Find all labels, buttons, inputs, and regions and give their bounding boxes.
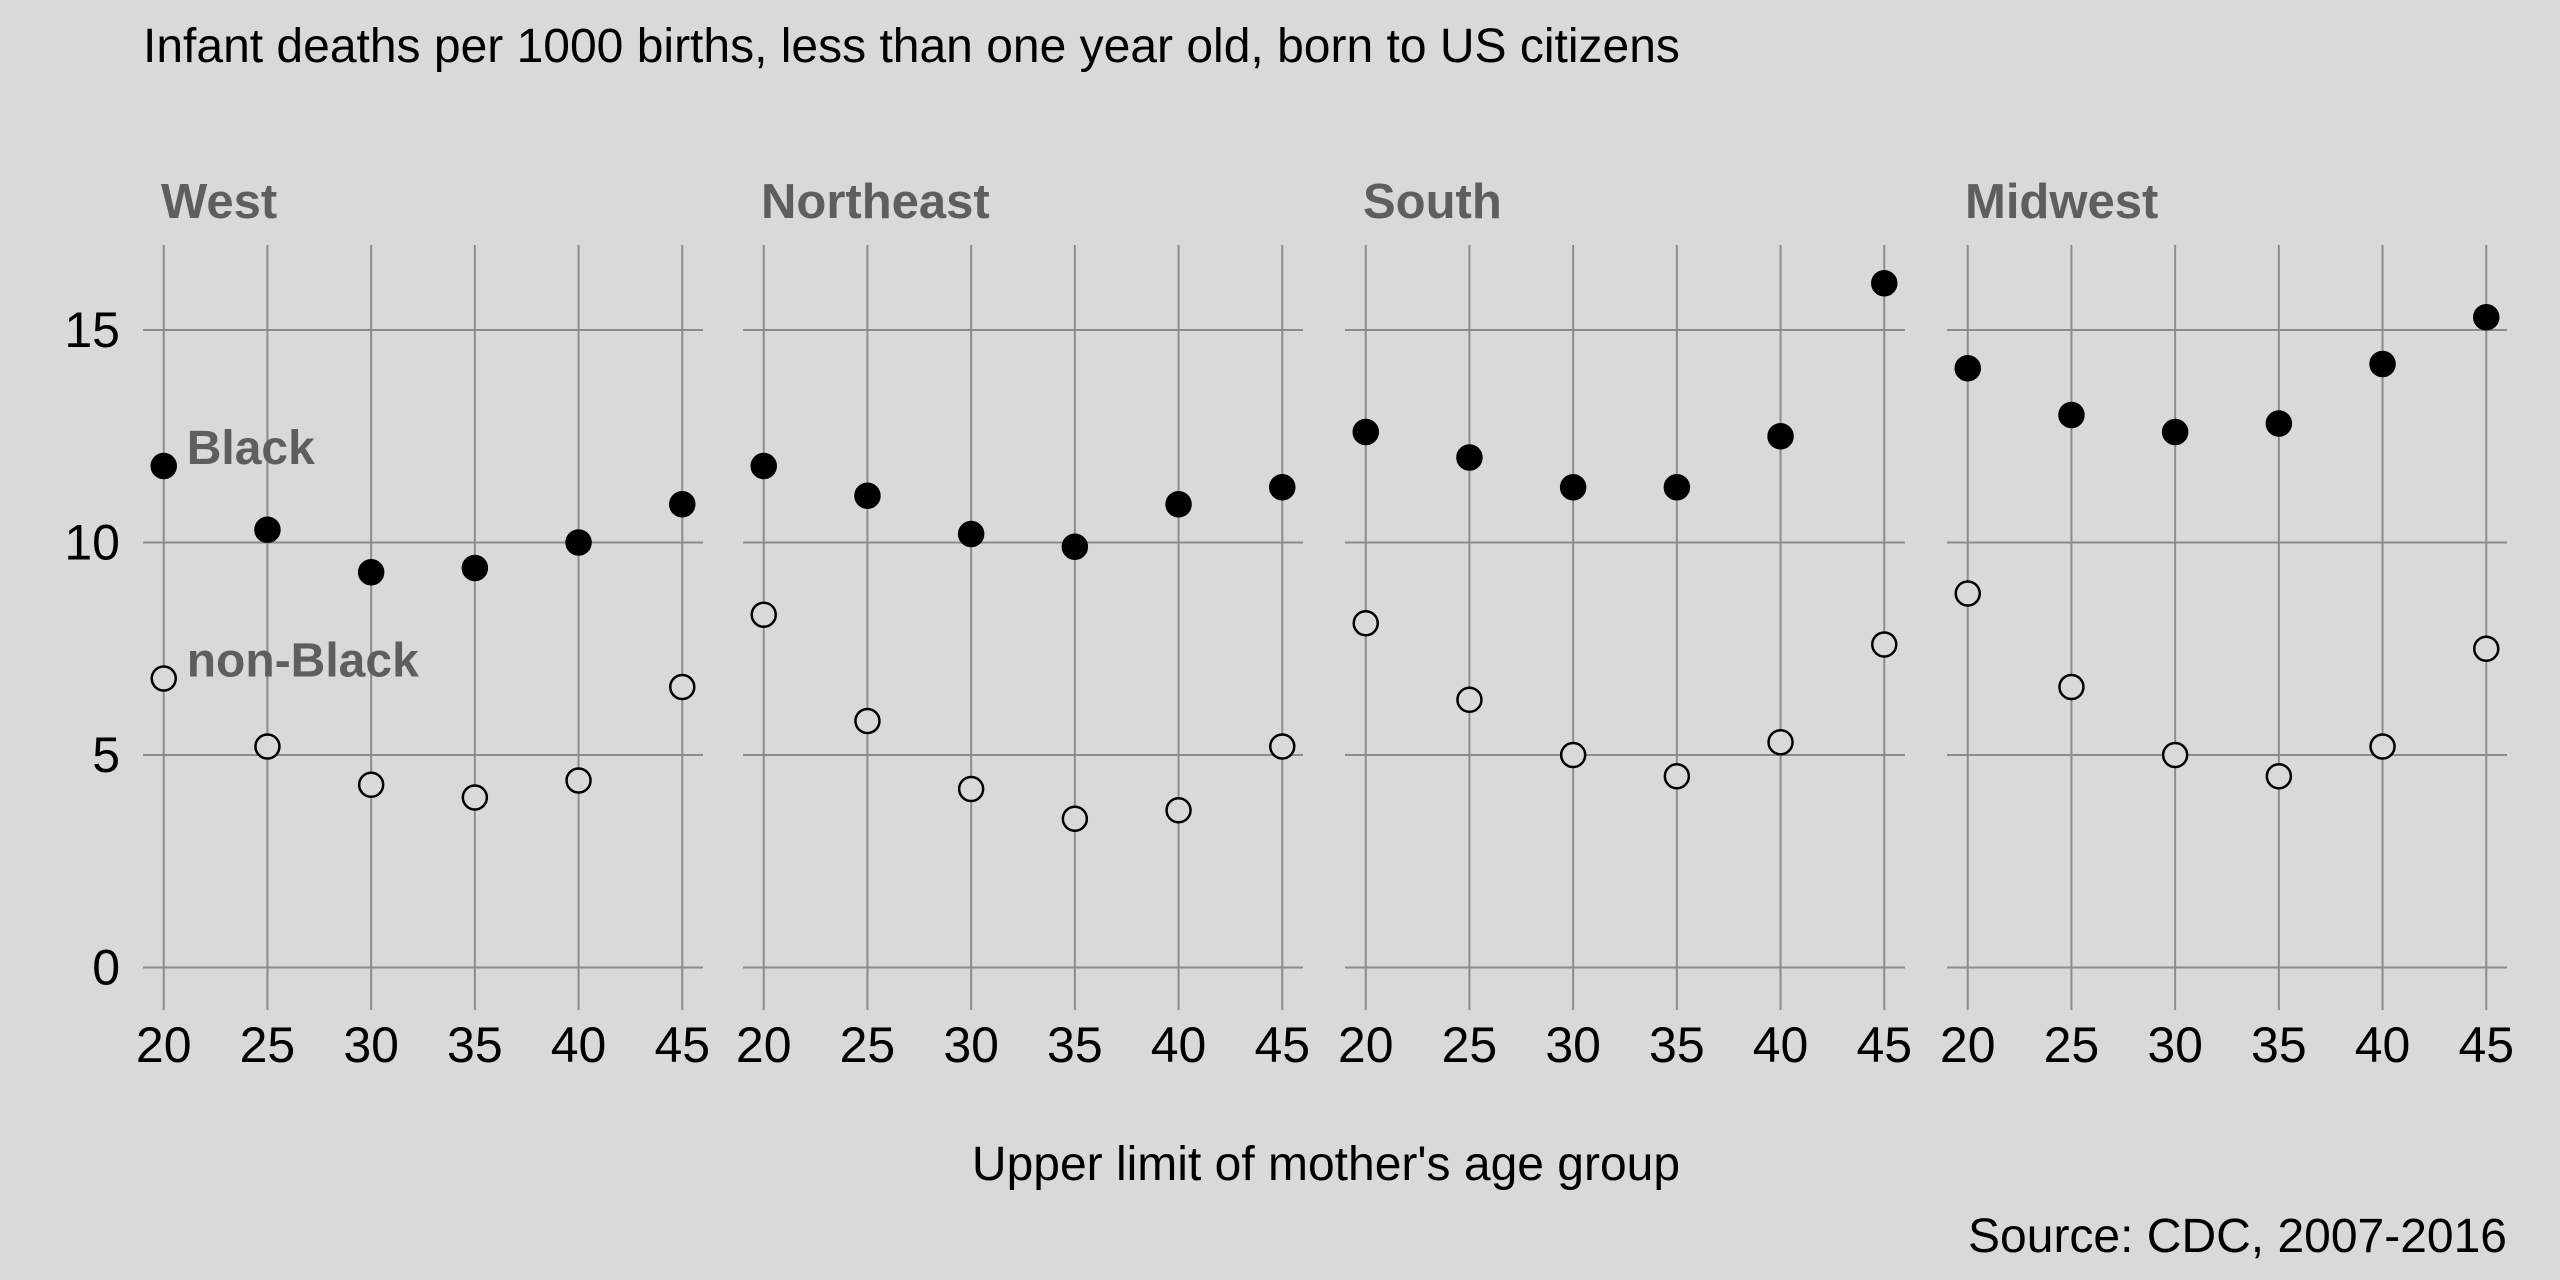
y-tick-label: 15	[64, 302, 120, 358]
point-non-black	[1352, 610, 1379, 637]
point-non-black	[461, 784, 489, 811]
point-non-black	[2369, 733, 2396, 760]
point-black	[2161, 418, 2189, 446]
point-non-black	[957, 775, 985, 803]
chart-caption: Source: CDC, 2007-2016	[1968, 1210, 2507, 1263]
point-non-black	[669, 673, 696, 701]
x-tick-label: 25	[1442, 1017, 1498, 1073]
point-black	[2265, 410, 2293, 437]
x-tick-label: 35	[2251, 1017, 2307, 1073]
point-black	[957, 520, 985, 548]
panel-west: 20 25 30 35 40 45 West 0 5 10 15 Black non-Black	[64, 175, 710, 1073]
chart-title: Infant deaths per 1000 births, less than…	[143, 20, 1680, 73]
point-black	[1954, 355, 1981, 382]
point-black	[2058, 401, 2085, 429]
x-tick-label: 30	[2147, 1017, 2203, 1073]
x-tick-label: 40	[1753, 1017, 1809, 1073]
point-non-black	[750, 601, 777, 628]
x-tick-label: 40	[2355, 1017, 2411, 1073]
x-tick-label: 40	[551, 1017, 607, 1073]
point-non-black	[1767, 729, 1794, 756]
panel-northeast: 20 25 30 35 40 45 Northeast	[736, 175, 1310, 1073]
x-tick-label: 45	[1254, 1017, 1310, 1073]
point-non-black	[1954, 580, 1981, 607]
x-axis-title: Upper limit of mother's age group	[972, 1138, 1680, 1191]
point-black	[2473, 304, 2500, 331]
point-non-black	[854, 707, 881, 735]
point-non-black	[1456, 686, 1483, 713]
point-black	[750, 452, 777, 480]
facet-label-northeast: Northeast	[761, 175, 990, 229]
point-non-black	[1559, 741, 1587, 769]
x-tick-label: 25	[240, 1017, 296, 1073]
facet-label-midwest: Midwest	[1965, 175, 2158, 229]
point-black	[854, 482, 881, 509]
point-black	[1559, 474, 1587, 501]
point-black	[1269, 474, 1296, 501]
point-non-black	[150, 665, 177, 692]
x-tick-label: 45	[2458, 1017, 2514, 1073]
y-tick-label: 5	[92, 727, 120, 783]
point-non-black	[1061, 805, 1089, 832]
x-tick-label: 45	[1856, 1017, 1912, 1073]
series-label-non-black: non-Black	[187, 635, 419, 688]
point-non-black	[2473, 635, 2500, 662]
point-non-black	[2161, 741, 2189, 769]
panel-south: 20 25 30 35 40 45 South	[1338, 175, 1912, 1073]
point-non-black	[357, 771, 385, 798]
point-non-black	[1871, 631, 1898, 658]
point-black	[461, 554, 489, 582]
point-black	[150, 452, 177, 480]
x-tick-label: 20	[1940, 1017, 1996, 1073]
x-tick-label: 35	[1047, 1017, 1103, 1073]
point-black	[1767, 423, 1794, 450]
x-tick-label: 20	[736, 1017, 792, 1073]
chart-panels: 20 25 30 35 40 45 West 0 5 10 15 Black non-Black 20 25…	[64, 175, 2514, 1073]
x-tick-label: 30	[343, 1017, 399, 1073]
x-tick-label: 25	[840, 1017, 896, 1073]
point-black	[357, 559, 385, 586]
x-tick-label: 35	[1649, 1017, 1705, 1073]
x-tick-label: 20	[136, 1017, 192, 1073]
x-tick-label: 30	[943, 1017, 999, 1073]
x-tick-label: 20	[1338, 1017, 1394, 1073]
y-tick-label: 10	[64, 515, 120, 571]
x-tick-label: 30	[1545, 1017, 1601, 1073]
point-black	[1663, 474, 1691, 501]
point-black	[1456, 444, 1483, 471]
point-non-black	[1269, 733, 1296, 760]
point-non-black	[565, 767, 592, 794]
panel-midwest: 20 25 30 35 40 45 Midwest	[1940, 175, 2514, 1073]
point-black	[2369, 350, 2396, 378]
point-non-black	[2265, 763, 2293, 790]
point-non-black	[1663, 763, 1691, 790]
point-non-black	[1165, 797, 1192, 824]
point-black	[669, 491, 696, 518]
series-label-black: Black	[187, 422, 315, 475]
point-black	[565, 529, 592, 556]
point-black	[1871, 270, 1898, 297]
x-tick-label: 40	[1151, 1017, 1207, 1073]
point-non-black	[2058, 673, 2085, 701]
x-tick-label: 35	[447, 1017, 503, 1073]
point-black	[1352, 418, 1379, 446]
point-black	[1165, 491, 1192, 518]
x-tick-label: 45	[654, 1017, 710, 1073]
facet-label-west: West	[161, 175, 277, 229]
point-black	[1061, 533, 1089, 560]
x-tick-label: 25	[2044, 1017, 2100, 1073]
y-tick-label: 0	[92, 940, 120, 996]
point-non-black	[254, 733, 281, 760]
facet-label-south: South	[1363, 175, 1502, 229]
point-black	[254, 516, 281, 543]
